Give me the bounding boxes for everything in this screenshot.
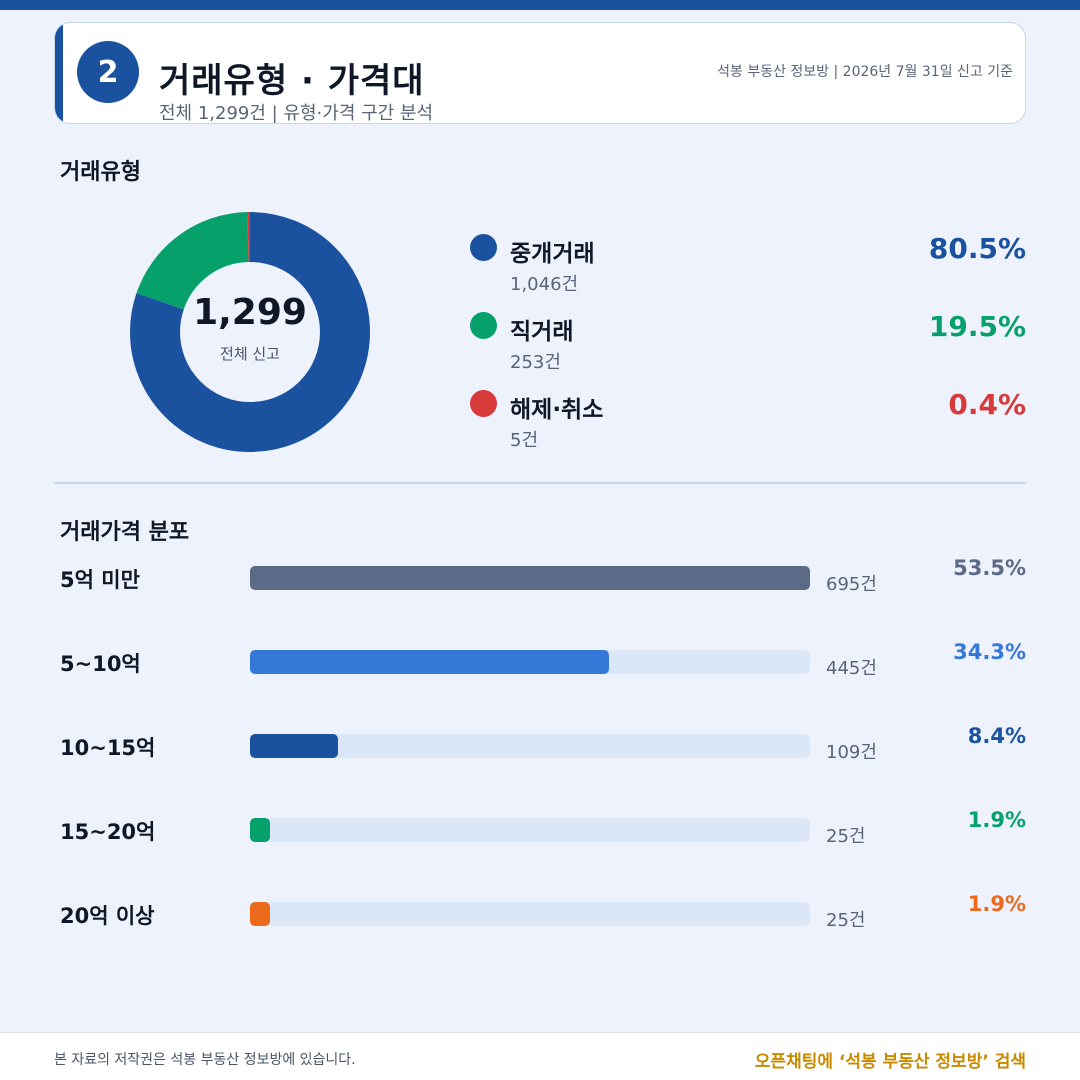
bar-count: 445건 bbox=[826, 658, 877, 679]
price-bar-row: 5억 미만 695건 53.5% bbox=[0, 546, 1080, 606]
page-title: 거래유형 · 가격대 bbox=[159, 61, 425, 101]
price-bar-row: 10~15억 109건 8.4% bbox=[0, 714, 1080, 774]
donut-total-label: 전체 신고 bbox=[220, 345, 280, 363]
deal-type-section-title: 거래유형 bbox=[60, 160, 141, 185]
legend-dot-brokered bbox=[470, 234, 497, 261]
donut-slices bbox=[130, 212, 370, 452]
bar-track bbox=[250, 566, 810, 590]
bar-track bbox=[250, 734, 810, 758]
donut-total-value: 1,299 bbox=[193, 292, 307, 333]
donut-slice-2 bbox=[130, 212, 370, 452]
donut-svg bbox=[130, 212, 370, 452]
footer: 본 자료의 저작권은 석봉 부동산 정보방에 있습니다. 오픈채팅에 ‘석봉 부… bbox=[0, 1032, 1080, 1080]
bar-count: 25건 bbox=[826, 910, 866, 931]
legend-dot-direct bbox=[470, 312, 497, 339]
legend-percent: 0.4% bbox=[948, 388, 1026, 421]
copyright-notice: 본 자료의 저작권은 석봉 부동산 정보방에 있습니다. bbox=[54, 1052, 356, 1068]
legend-dot-cancelled bbox=[470, 390, 497, 417]
section-number-badge: 2 bbox=[77, 41, 139, 103]
legend-item-cancelled: 해제·취소 5건 0.4% bbox=[470, 388, 1026, 458]
open-chat-cta: 오픈채팅에 ‘석봉 부동산 정보방’ 검색 bbox=[754, 1052, 1026, 1072]
deal-type-donut-chart: 1,299 전체 신고 bbox=[130, 212, 370, 452]
bar-fill bbox=[250, 818, 271, 842]
price-bar-row: 15~20억 25건 1.9% bbox=[0, 798, 1080, 858]
bar-track bbox=[250, 818, 810, 842]
bar-count: 25건 bbox=[826, 826, 866, 847]
page-subtitle: 전체 1,299건 | 유형·가격 구간 분석 bbox=[159, 103, 434, 124]
bar-category-label: 20억 이상 bbox=[60, 904, 155, 928]
bar-category-label: 10~15억 bbox=[60, 736, 156, 760]
legend-item-direct: 직거래 253건 19.5% bbox=[470, 310, 1026, 380]
bar-count: 109건 bbox=[826, 742, 877, 763]
bar-percent: 1.9% bbox=[967, 808, 1026, 832]
source-meta: 석봉 부동산 정보방 | 2026년 7월 31일 신고 기준 bbox=[717, 64, 1013, 80]
legend-count: 5건 bbox=[510, 430, 539, 451]
legend-percent: 80.5% bbox=[928, 232, 1026, 265]
bar-fill bbox=[250, 566, 810, 590]
bar-category-label: 5~10억 bbox=[60, 652, 141, 676]
bar-percent: 8.4% bbox=[967, 724, 1026, 748]
header-accent-stripe bbox=[55, 23, 63, 123]
header-card: 2 거래유형 · 가격대 전체 1,299건 | 유형·가격 구간 분석 석봉 … bbox=[54, 22, 1026, 124]
price-section-title: 거래가격 분포 bbox=[60, 520, 190, 545]
bar-percent: 1.9% bbox=[967, 892, 1026, 916]
bar-fill bbox=[250, 734, 338, 758]
bar-track bbox=[250, 650, 810, 674]
bar-percent: 53.5% bbox=[953, 556, 1026, 580]
legend-count: 253건 bbox=[510, 352, 561, 373]
legend-item-brokered: 중개거래 1,046건 80.5% bbox=[470, 232, 1026, 302]
bar-category-label: 15~20억 bbox=[60, 820, 156, 844]
legend-count: 1,046건 bbox=[510, 274, 579, 295]
bar-category-label: 5억 미만 bbox=[60, 568, 140, 592]
bar-count: 695건 bbox=[826, 574, 877, 595]
donut-center: 1,299 전체 신고 bbox=[130, 212, 370, 452]
price-bar-row: 20억 이상 25건 1.9% bbox=[0, 882, 1080, 942]
bar-fill bbox=[250, 650, 609, 674]
section-divider bbox=[54, 482, 1026, 484]
legend-name: 중개거래 bbox=[510, 241, 595, 267]
top-accent-bar bbox=[0, 0, 1080, 10]
bar-fill bbox=[250, 902, 271, 926]
bar-percent: 34.3% bbox=[953, 640, 1026, 664]
legend-name: 해제·취소 bbox=[510, 397, 604, 423]
legend-percent: 19.5% bbox=[928, 310, 1026, 343]
bar-track bbox=[250, 902, 810, 926]
legend-name: 직거래 bbox=[510, 319, 574, 345]
price-bar-row: 5~10억 445건 34.3% bbox=[0, 630, 1080, 690]
